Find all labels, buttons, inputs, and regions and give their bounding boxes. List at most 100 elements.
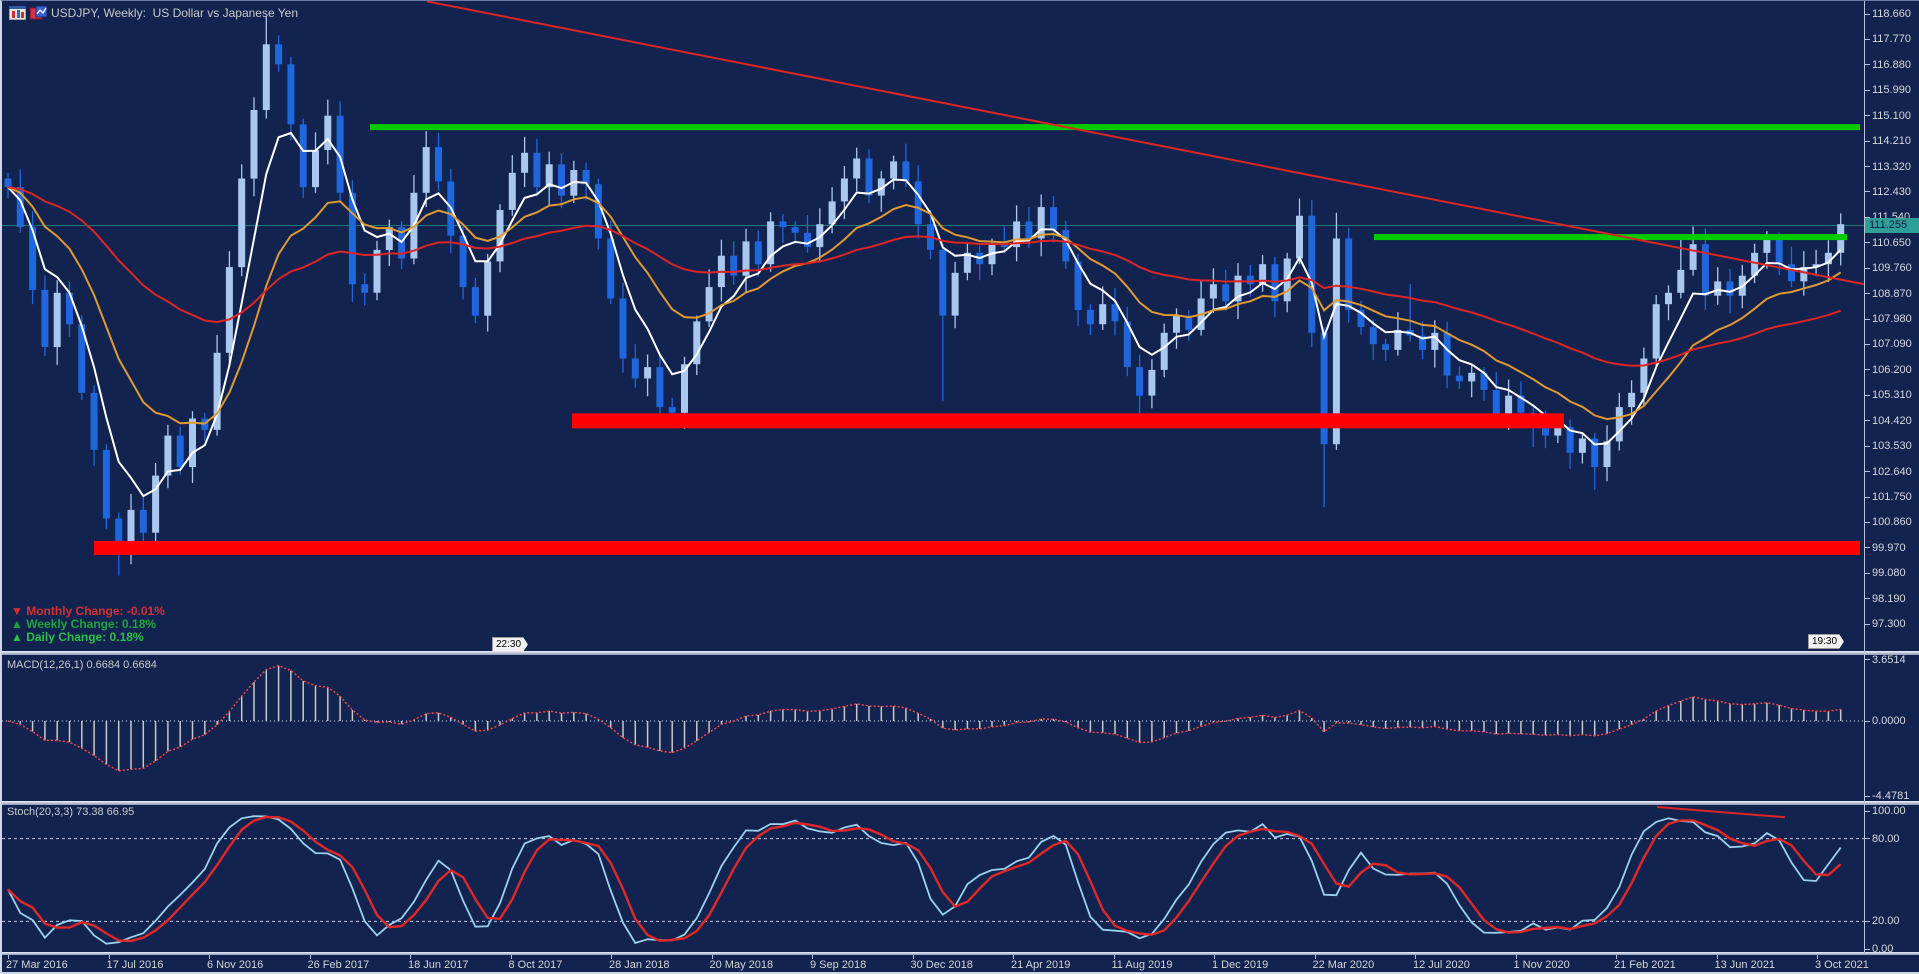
- time-tag: 19:30: [1808, 634, 1844, 649]
- panel-separator[interactable]: [2, 801, 1919, 805]
- date-tick: [108, 955, 110, 959]
- change-info-block: ▼ Monthly Change: -0.01% ▲ Weekly Change:…: [11, 605, 165, 644]
- axis-tick: [1865, 13, 1870, 15]
- candlestick-window-icon: [30, 6, 47, 20]
- axis-label: 97.300: [1872, 618, 1906, 631]
- chart-title: USDJPY, Weekly: US Dollar vs Japanese Ye…: [51, 6, 299, 20]
- date-label: 18 Jun 2017: [408, 959, 469, 971]
- axis-label: 99.080: [1872, 567, 1906, 580]
- date-tick: [8, 955, 9, 959]
- main-price-chart[interactable]: [2, 1, 1864, 651]
- date-label: 13 Jun 2021: [1714, 959, 1776, 971]
- axis-label: 99.970: [1872, 541, 1906, 554]
- axis-label: 103.530: [1872, 440, 1912, 453]
- change-row: ▼ Monthly Change: -0.01%: [11, 604, 165, 618]
- axis-tick: [1865, 445, 1870, 447]
- date-tick: [1515, 955, 1517, 959]
- date-label: 21 Apr 2019: [1011, 959, 1071, 971]
- axis-label: 98.190: [1872, 592, 1906, 605]
- axis-label: 107.090: [1872, 338, 1912, 351]
- axis-tick: [1865, 795, 1870, 797]
- axis-label: 107.980: [1872, 313, 1912, 326]
- date-label: 3 Oct 2021: [1815, 959, 1869, 971]
- panel-separator[interactable]: [2, 651, 1919, 655]
- axis-label: 100.860: [1872, 516, 1912, 529]
- date-label: 28 Jan 2018: [609, 959, 670, 971]
- axis-tick: [1865, 810, 1870, 812]
- date-tick: [1716, 955, 1718, 959]
- axis-tick: [1865, 496, 1870, 498]
- date-label: 1 Nov 2020: [1513, 959, 1570, 971]
- axis-label: 101.750: [1872, 491, 1912, 504]
- date-tick: [611, 955, 612, 959]
- axis-label: 0.0000: [1872, 715, 1906, 727]
- date-tick: [1113, 955, 1115, 959]
- axis-tick: [1865, 115, 1870, 117]
- date-label: 8 Oct 2017: [508, 959, 563, 971]
- date-label: 22 Mar 2020: [1312, 959, 1375, 971]
- axis-label: 109.760: [1872, 262, 1912, 275]
- change-row: ▲ Daily Change: 0.18%: [11, 630, 144, 644]
- resistance-line[interactable]: [370, 124, 1860, 131]
- date-label: 26 Feb 2017: [307, 959, 370, 971]
- macd-indicator-panel[interactable]: [2, 655, 1864, 801]
- axis-tick: [1865, 920, 1870, 922]
- axis-label: 115.100: [1872, 109, 1911, 122]
- axis-tick: [1865, 267, 1870, 269]
- date-label: 6 Nov 2016: [207, 959, 264, 971]
- change-row: ▲ Weekly Change: 0.18%: [11, 617, 157, 631]
- axis-tick: [1865, 659, 1870, 661]
- support-band[interactable]: [94, 540, 1860, 555]
- date-label: 17 Jul 2016: [106, 959, 164, 971]
- axis-tick: [1865, 547, 1870, 549]
- date-tick: [711, 955, 713, 959]
- axis-label: 117.770: [1872, 33, 1911, 46]
- axis-tick: [1865, 838, 1870, 840]
- axis-tick: [1865, 420, 1870, 422]
- axis-label: -4.4781: [1872, 790, 1910, 803]
- date-tick: [1817, 955, 1818, 959]
- price-axis[interactable]: 118.660 117.770 116.880 115.990 115.100 114.2…: [1864, 1, 1919, 955]
- support-band[interactable]: [572, 413, 1564, 429]
- date-label: 12 Jul 2020: [1413, 959, 1470, 971]
- bar-chart-window-icon: [9, 6, 26, 20]
- axis-label: 116.880: [1872, 58, 1911, 71]
- date-tick: [1013, 955, 1014, 959]
- date-label: 11 Aug 2019: [1111, 959, 1173, 971]
- axis-label: 108.870: [1872, 287, 1912, 300]
- date-tick: [309, 955, 311, 959]
- date-label: 20 May 2018: [709, 959, 774, 971]
- axis-tick: [1865, 471, 1870, 473]
- axis-tick: [1865, 369, 1870, 371]
- axis-label: 102.640: [1872, 465, 1912, 478]
- panel-separator[interactable]: [2, 952, 1919, 955]
- axis-label: 113.320: [1872, 160, 1911, 173]
- axis-label: 118.660: [1872, 8, 1911, 20]
- axis-label: 110.650: [1872, 236, 1911, 249]
- axis-label: 80.00: [1872, 832, 1900, 845]
- date-label: 9 Sep 2018: [810, 959, 867, 971]
- stochastic-indicator-panel[interactable]: [2, 805, 1864, 952]
- axis-tick: [1865, 191, 1870, 193]
- axis-tick: [1865, 293, 1870, 295]
- date-label: 30 Dec 2018: [910, 959, 973, 971]
- date-tick: [912, 955, 914, 959]
- axis-label: 112.430: [1872, 185, 1911, 198]
- stochastic-label: Stoch(20,3,3) 73.38 66.95: [7, 806, 135, 818]
- time-tag: 22:30: [492, 637, 528, 652]
- resistance-line[interactable]: [1374, 234, 1847, 241]
- axis-tick: [1865, 948, 1870, 950]
- axis-tick: [1865, 623, 1870, 625]
- date-tick: [1214, 955, 1215, 959]
- stoch-trendline[interactable]: [1656, 806, 1786, 819]
- time-axis[interactable]: 27 Mar 2016 17 Jul 2016 6 Nov 2016 26 Feb 2…: [2, 955, 1919, 972]
- descending-trendline[interactable]: [426, 1, 1864, 286]
- axis-tick: [1865, 242, 1870, 244]
- date-tick: [1415, 955, 1416, 959]
- macd-label: MACD(12,26,1) 0.6684 0.6684: [7, 659, 157, 671]
- current-price-tag: 111.255: [1865, 217, 1919, 233]
- axis-tick: [1865, 343, 1870, 345]
- axis-label: 104.420: [1872, 414, 1912, 427]
- axis-label: 100.00: [1872, 805, 1906, 817]
